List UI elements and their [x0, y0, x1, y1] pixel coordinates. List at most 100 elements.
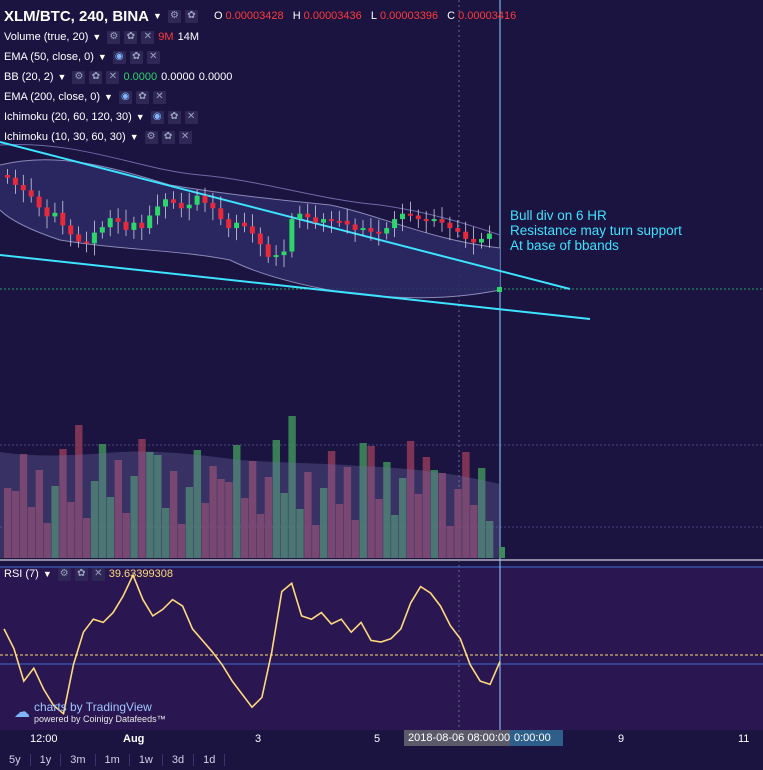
resistance-trendline	[0, 141, 571, 290]
close-icon[interactable]: ✕	[152, 90, 166, 104]
indicator-label[interactable]: Ichimoku (20, 60, 120, 30)	[4, 111, 132, 123]
candle	[249, 226, 255, 234]
volume-bar	[209, 466, 217, 558]
timeframe-1y[interactable]: 1y	[31, 754, 62, 766]
bb-lower-value: 0.0000	[198, 71, 233, 83]
ohlc-key: C	[447, 10, 456, 22]
legend-rsi: RSI (7) ▼ ⚙ ✿ ✕ 39.63399308	[4, 565, 173, 583]
bb-upper-2	[0, 143, 501, 236]
volume-bar	[122, 513, 130, 558]
volume-bar	[320, 488, 328, 558]
chart-annotation[interactable]: Bull div on 6 HR Resistance may turn sup…	[510, 208, 682, 253]
volume-bar	[146, 452, 154, 558]
candle	[44, 207, 50, 217]
ohlc-key: O	[213, 10, 223, 22]
indicator-label[interactable]: Volume (true, 20)	[4, 31, 89, 43]
gear-icon[interactable]: ✿	[89, 70, 103, 84]
gear-icon[interactable]: ✿	[124, 30, 138, 44]
candle	[305, 213, 311, 218]
eye-icon[interactable]: ◉	[150, 110, 164, 124]
cloud-icon: ☁	[14, 704, 30, 721]
settings-icon[interactable]: ⚙	[107, 30, 121, 44]
chevron-down-icon[interactable]: ▼	[135, 112, 145, 122]
volume-bar	[312, 525, 320, 558]
candle	[447, 222, 453, 229]
settings-icon[interactable]: ⚙	[72, 70, 86, 84]
volume-bar	[422, 457, 431, 558]
indicator-label[interactable]: EMA (50, close, 0)	[4, 51, 94, 63]
chevron-down-icon[interactable]: ▼	[97, 52, 107, 62]
candle	[234, 222, 240, 229]
chevron-down-icon[interactable]: ▼	[104, 92, 113, 102]
gear-icon[interactable]: ✿	[135, 90, 149, 104]
candle	[115, 218, 121, 222]
indicator-label[interactable]: EMA (200, close, 0)	[4, 91, 100, 103]
settings-icon[interactable]: ⚙	[57, 567, 71, 581]
candle	[20, 184, 26, 191]
chevron-down-icon[interactable]: ▼	[153, 11, 162, 21]
candle	[352, 224, 358, 230]
candle	[344, 220, 350, 225]
chevron-down-icon[interactable]: ▼	[92, 32, 102, 42]
legend-bb: BB (20, 2) ▼ ⚙ ✿ ✕ 0.0000 0.0000 0.0000	[4, 68, 232, 86]
indicator-label[interactable]: RSI (7)	[4, 568, 39, 580]
volume-bar	[288, 416, 296, 558]
gear-icon[interactable]: ✿	[167, 110, 181, 124]
annotation-line: Bull div on 6 HR	[510, 208, 607, 223]
volume-bar	[327, 451, 336, 558]
timeframe-1w[interactable]: 1w	[130, 754, 163, 766]
timeframe-3m[interactable]: 3m	[61, 754, 96, 766]
chevron-down-icon[interactable]: ▼	[42, 569, 52, 579]
chevron-down-icon[interactable]: ▼	[57, 72, 67, 82]
close-icon[interactable]: ✕	[141, 30, 155, 44]
timeframe-bar: 5y 1y 3m 1m 1w 3d 1d	[0, 750, 763, 770]
volume-bar	[59, 449, 67, 558]
close-icon[interactable]: ✕	[106, 70, 120, 84]
candle	[163, 199, 168, 207]
settings-icon[interactable]: ⚙	[167, 9, 181, 23]
gear-icon[interactable]: ✿	[184, 9, 198, 23]
candle	[52, 212, 58, 217]
volume-bar	[383, 462, 391, 558]
candle	[155, 206, 161, 216]
timeframe-5y[interactable]: 5y	[0, 754, 31, 766]
indicator-label[interactable]: Ichimoku (10, 30, 60, 30)	[4, 131, 126, 143]
ohlc-low: 0.00003396	[379, 10, 439, 22]
volume-bar	[169, 471, 178, 558]
legend-ema200: EMA (200, close, 0) ▼ ◉ ✿ ✕	[4, 88, 170, 106]
candle	[336, 220, 342, 223]
volume-bar	[272, 440, 280, 558]
ohlc-key: L	[370, 10, 377, 22]
candle	[392, 219, 398, 229]
volume-bar	[11, 491, 20, 558]
gear-icon[interactable]: ✿	[129, 50, 143, 64]
indicator-label[interactable]: BB (20, 2)	[4, 71, 54, 83]
eye-icon[interactable]: ◉	[112, 50, 126, 64]
timeframe-3d[interactable]: 3d	[163, 754, 195, 766]
candle	[210, 202, 216, 209]
gear-icon[interactable]: ✿	[161, 130, 175, 144]
timeframe-1m[interactable]: 1m	[96, 754, 130, 766]
candle	[384, 228, 390, 234]
candle	[471, 238, 477, 243]
tradingview-watermark[interactable]: ☁ charts by TradingView powered by Coini…	[14, 700, 166, 724]
close-icon[interactable]: ✕	[91, 567, 105, 581]
volume-bar	[454, 489, 462, 558]
volume-bar	[130, 476, 138, 558]
close-icon[interactable]: ✕	[146, 50, 160, 64]
ohlc-open: 0.00003428	[225, 10, 284, 22]
eye-icon[interactable]: ◉	[118, 90, 132, 104]
chevron-down-icon[interactable]: ▼	[129, 132, 139, 142]
volume-bar	[27, 507, 36, 558]
close-icon[interactable]: ✕	[184, 110, 198, 124]
volume-bar	[177, 524, 186, 558]
axis-label: 12:00	[30, 733, 58, 745]
settings-icon[interactable]: ⚙	[144, 130, 158, 144]
timeframe-1d[interactable]: 1d	[194, 754, 226, 766]
axis-label: Aug	[123, 733, 145, 745]
close-icon[interactable]: ✕	[178, 130, 192, 144]
gear-icon[interactable]: ✿	[74, 567, 88, 581]
symbol-title[interactable]: XLM/BTC, 240, BINA	[4, 7, 150, 25]
candle	[368, 228, 374, 232]
